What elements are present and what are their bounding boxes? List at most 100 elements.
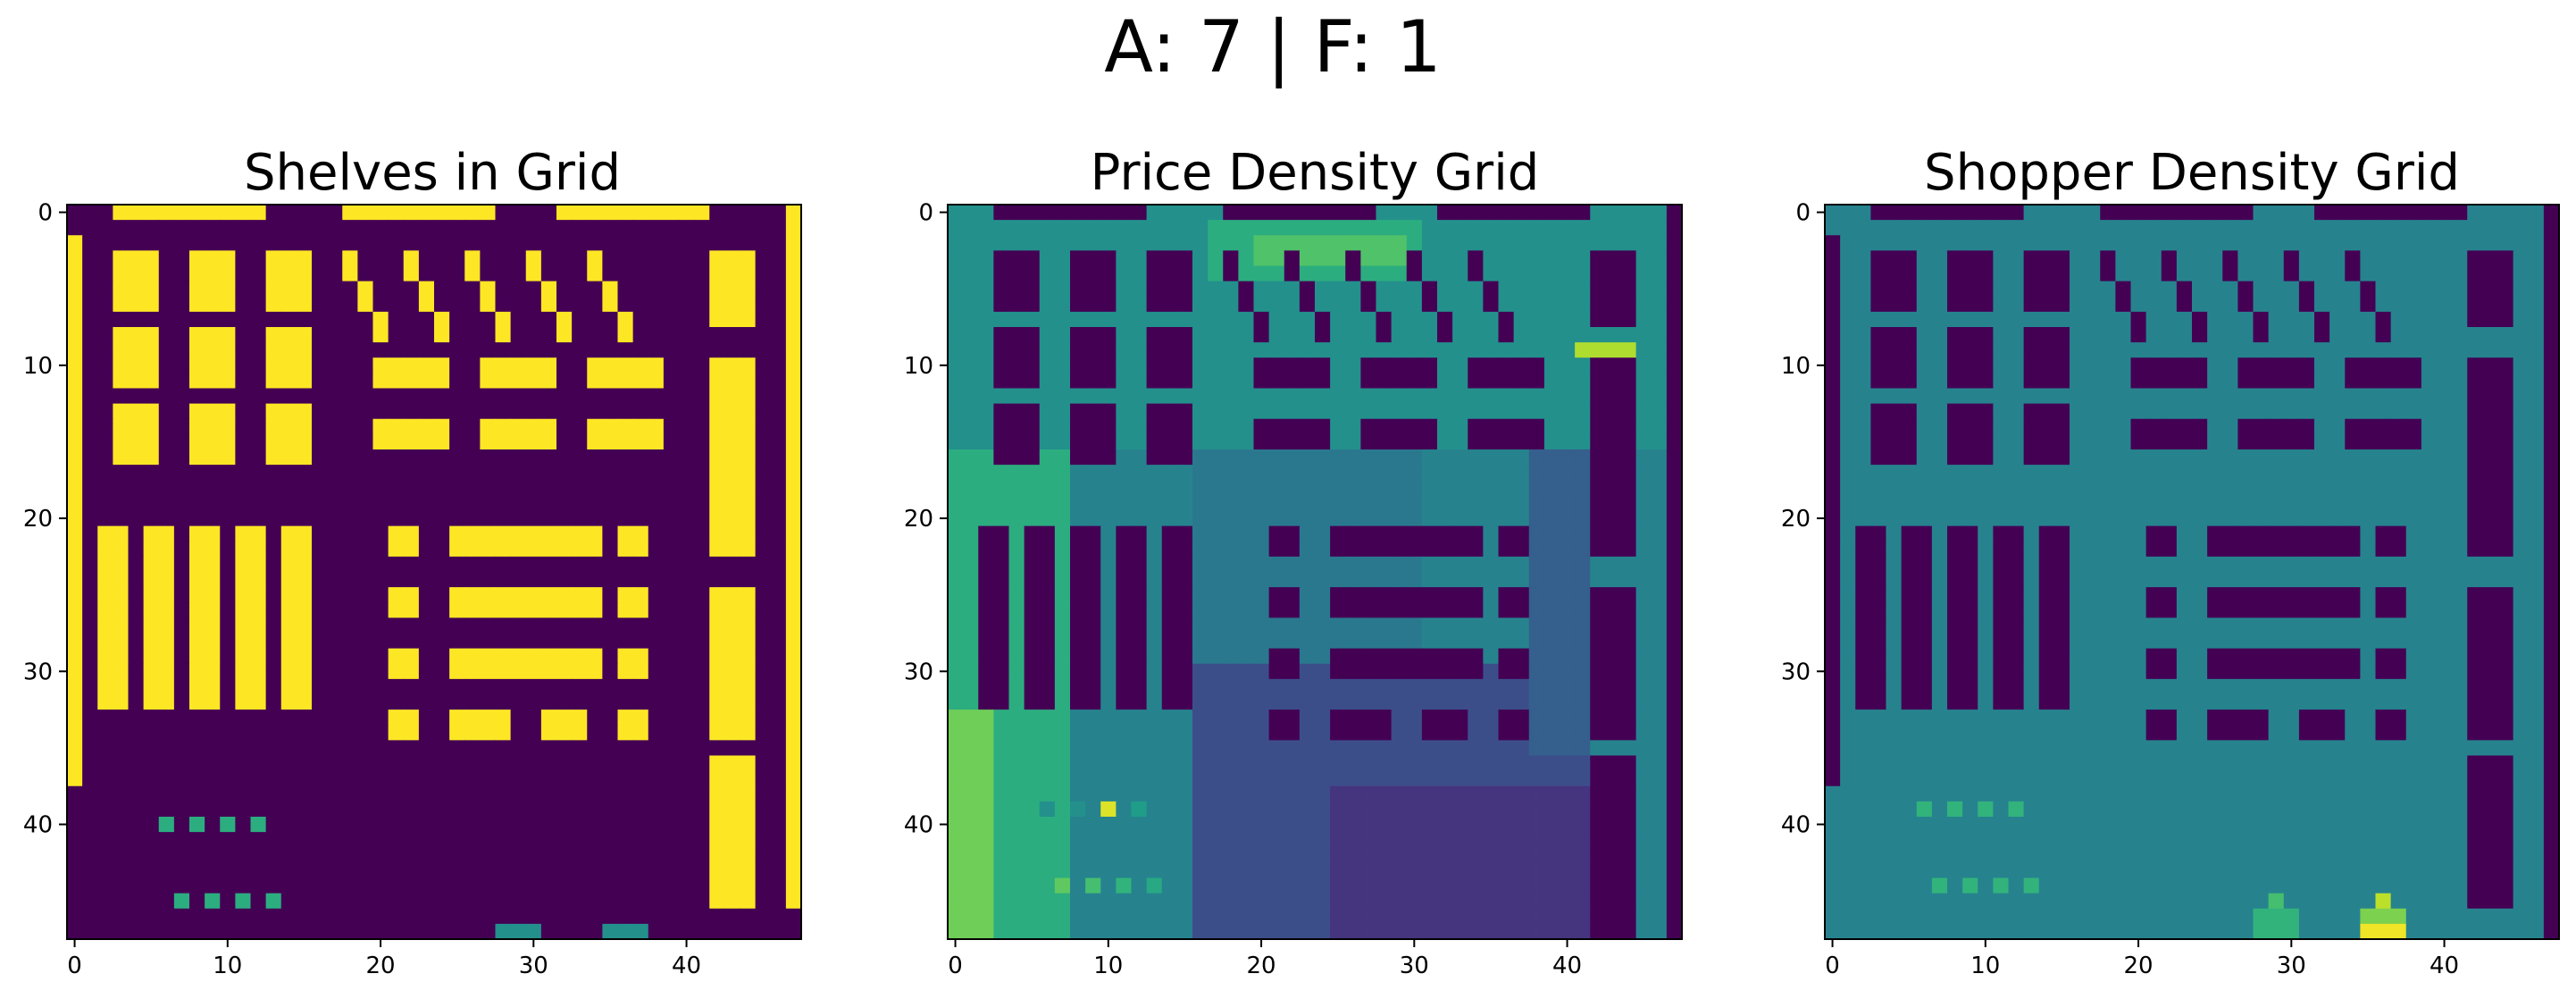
heatmap-cell <box>434 740 450 757</box>
heatmap-cell <box>128 449 145 466</box>
heatmap-cell <box>770 205 787 221</box>
heatmap-cell <box>1024 449 1041 466</box>
heatmap-cell <box>617 205 634 221</box>
heatmap-cell <box>510 572 527 588</box>
heatmap-cell <box>357 648 374 665</box>
heatmap-cell <box>525 510 542 527</box>
heatmap-cell <box>525 755 542 772</box>
heatmap-cell <box>525 250 542 267</box>
heatmap-cell <box>2360 265 2377 282</box>
heatmap-cell <box>1391 755 1408 772</box>
heatmap-cell <box>1376 556 1393 573</box>
heatmap-cell <box>143 725 160 741</box>
heatmap-cell <box>572 862 588 879</box>
heatmap-cell <box>1085 449 1101 466</box>
heatmap-cell <box>1543 510 1560 527</box>
heatmap-cell <box>540 740 557 757</box>
heatmap-cell <box>632 709 649 726</box>
heatmap-cell <box>2237 235 2254 251</box>
heatmap-cell <box>648 250 665 267</box>
heatmap-cell <box>265 755 282 772</box>
heatmap-cell <box>2161 250 2178 267</box>
heatmap-cell <box>1575 801 1591 818</box>
heatmap-cell <box>1315 403 1331 420</box>
heatmap-cell <box>1528 220 1545 236</box>
heatmap-cell <box>280 817 297 833</box>
heatmap-cell <box>235 403 252 420</box>
heatmap-cell <box>1651 480 1668 496</box>
heatmap-cell <box>173 311 190 328</box>
heatmap-cell <box>1605 770 1622 787</box>
heatmap-cell <box>1116 265 1133 282</box>
heatmap-cell <box>724 296 741 313</box>
heatmap-cell <box>679 572 695 588</box>
heatmap-cell <box>388 908 405 925</box>
heatmap-cell <box>1284 465 1301 481</box>
heatmap-cell <box>1870 296 1887 313</box>
heatmap-cell <box>1116 480 1133 496</box>
heatmap-cell <box>1666 433 1683 450</box>
heatmap-cell <box>1131 265 1148 282</box>
heatmap-cell <box>978 587 994 603</box>
heatmap-cell <box>1498 725 1515 741</box>
heatmap-cell <box>1620 342 1637 358</box>
heatmap-cell <box>464 678 481 695</box>
heatmap-cell <box>173 678 190 695</box>
heatmap-cell <box>1054 510 1071 527</box>
heatmap-cell <box>220 311 236 328</box>
heatmap-cell <box>1437 602 1453 618</box>
heatmap-cell <box>648 296 665 313</box>
heatmap-cell <box>1223 770 1239 787</box>
heatmap-cell <box>1299 602 1316 618</box>
heatmap-cell <box>2115 250 2132 267</box>
heatmap-cell <box>480 433 497 450</box>
heatmap-cell <box>785 449 802 466</box>
heatmap-cell <box>724 801 741 818</box>
heatmap-cell <box>785 433 802 450</box>
heatmap-cell <box>250 801 267 818</box>
heatmap-cell <box>235 801 252 818</box>
heatmap-cell <box>1498 357 1515 374</box>
heatmap-cell <box>265 877 282 894</box>
heatmap-cell <box>449 663 465 680</box>
heatmap-cell <box>220 785 236 802</box>
heatmap-cell <box>388 602 405 618</box>
heatmap-cell <box>1651 770 1668 787</box>
heatmap-cell <box>1620 602 1637 618</box>
heatmap-cell <box>694 923 710 940</box>
heatmap-cell <box>1560 205 1576 221</box>
heatmap-cell <box>540 801 557 818</box>
heatmap-cell <box>280 663 297 680</box>
heatmap-cell <box>1620 755 1637 772</box>
heatmap-cell <box>1146 923 1163 940</box>
heatmap-cell <box>755 785 772 802</box>
heatmap-cell <box>1345 755 1361 772</box>
heatmap-cell <box>1223 740 1239 757</box>
heatmap-cell <box>434 495 450 512</box>
heatmap-cell <box>1208 465 1224 481</box>
heatmap-cell <box>1513 403 1530 420</box>
heatmap-cell <box>1208 235 1224 251</box>
heatmap-cell <box>755 495 772 512</box>
heatmap-cell <box>250 572 267 588</box>
heatmap-cell <box>495 265 512 282</box>
heatmap-cell <box>1330 755 1346 772</box>
heatmap-cell <box>128 923 145 940</box>
heatmap-cell <box>1345 373 1361 390</box>
heatmap-cell <box>280 755 297 772</box>
heatmap-cell <box>357 862 374 879</box>
heatmap-cell <box>1360 709 1377 726</box>
heatmap-cell <box>449 433 465 450</box>
heatmap-cell <box>525 403 542 420</box>
heatmap-cell <box>434 510 450 527</box>
heatmap-cell <box>250 418 267 435</box>
heatmap-cell <box>948 525 964 542</box>
heatmap-cell <box>1176 633 1193 650</box>
heatmap-cell <box>342 311 358 328</box>
heatmap-cell <box>1176 801 1193 818</box>
heatmap-cell <box>1901 250 1918 267</box>
heatmap-cell <box>948 847 964 863</box>
heatmap-cell <box>663 250 680 267</box>
heatmap-cell <box>250 403 267 420</box>
heatmap-cell <box>1498 495 1515 512</box>
